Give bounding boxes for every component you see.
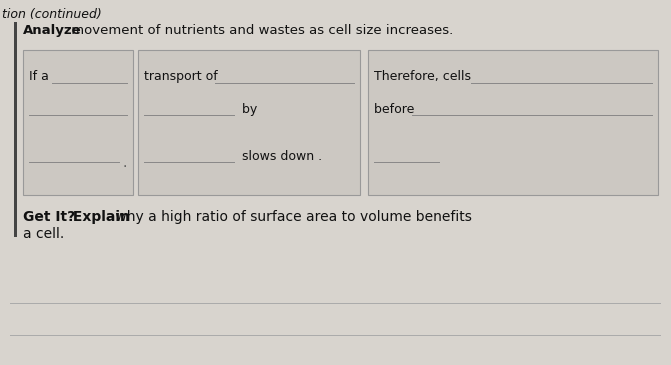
Bar <box>368 50 658 195</box>
Text: why a high ratio of surface area to volume benefits: why a high ratio of surface area to volu… <box>111 210 472 224</box>
Text: slows down .: slows down . <box>238 150 322 163</box>
Text: tion (continued): tion (continued) <box>2 8 102 21</box>
Text: Explain: Explain <box>68 210 130 224</box>
Text: .: . <box>123 156 127 170</box>
Bar <box>14 22 17 237</box>
Text: Therefore, cells: Therefore, cells <box>374 70 475 83</box>
Text: If a: If a <box>29 70 53 83</box>
Text: before: before <box>374 103 419 116</box>
Bar <box>138 50 360 195</box>
Text: a cell.: a cell. <box>23 227 64 241</box>
Text: transport of: transport of <box>144 70 221 83</box>
Text: by: by <box>238 103 257 116</box>
Text: movement of nutrients and wastes as cell size increases.: movement of nutrients and wastes as cell… <box>67 24 453 37</box>
Text: Get It?: Get It? <box>23 210 75 224</box>
Text: Analyze: Analyze <box>23 24 82 37</box>
Bar <box>23 50 133 195</box>
